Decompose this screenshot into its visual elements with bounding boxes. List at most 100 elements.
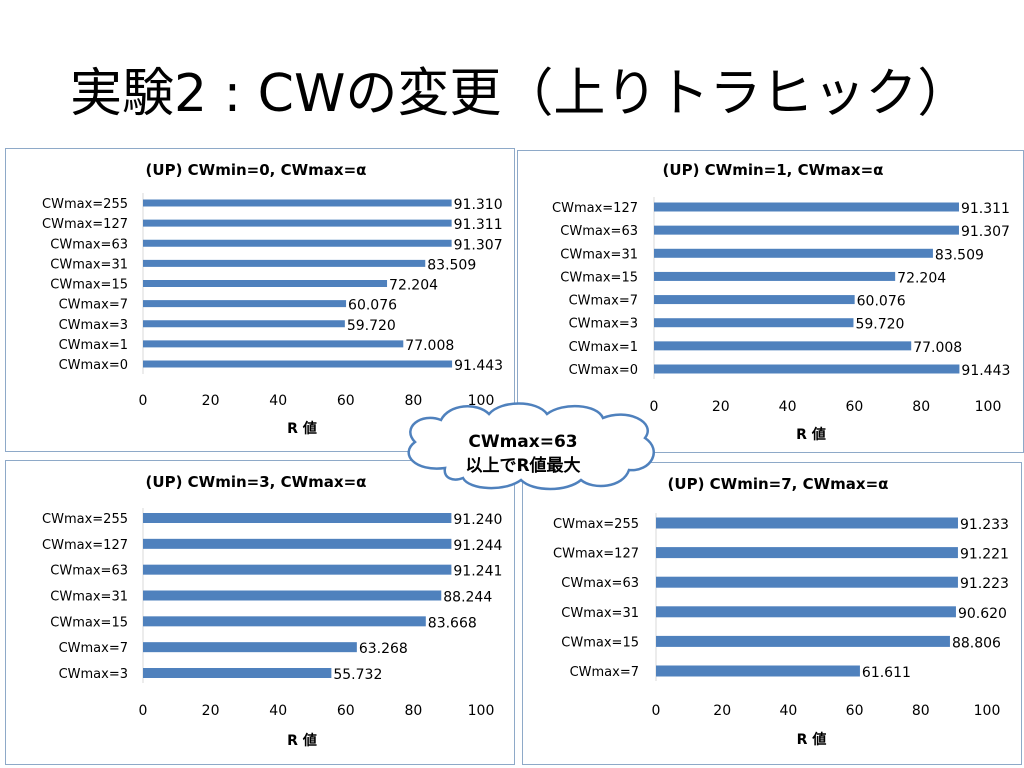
category-label: CWmax=1 <box>569 340 638 355</box>
category-label: CWmax=31 <box>50 590 128 605</box>
value-label: 91.241 <box>453 564 502 580</box>
bar <box>143 564 452 575</box>
x-tick-label: 0 <box>139 703 148 719</box>
chart-panel-cwmin-3: (UP) CWmin=3, CWmax=α 0 20 40 60 80 100 R 値 CWma… <box>5 460 515 765</box>
x-tick-label: 60 <box>846 703 864 719</box>
category-label: CWmax=0 <box>569 363 638 378</box>
bar-chart: (UP) CWmin=3, CWmax=α 0 20 40 60 80 100 R 値 CWma… <box>42 473 502 749</box>
chart-panel-cwmin-1: (UP) CWmin=1, CWmax=α 0 20 40 60 80 100 R 値 CWma… <box>517 150 1024 453</box>
x-tick-label: 80 <box>912 703 930 719</box>
value-label: 83.509 <box>427 257 476 273</box>
x-tick-label: 20 <box>202 393 220 409</box>
category-label: CWmax=127 <box>552 201 638 216</box>
category-label: CWmax=15 <box>560 270 638 285</box>
bar <box>656 547 958 559</box>
x-tick-label: 40 <box>269 393 287 409</box>
bar <box>656 576 958 588</box>
bar <box>143 300 347 308</box>
category-label: CWmax=1 <box>59 338 128 353</box>
bar <box>654 364 960 374</box>
value-label: 59.720 <box>347 318 396 334</box>
x-tick-label: 80 <box>404 703 422 719</box>
bar <box>143 642 357 653</box>
category-label: CWmax=7 <box>569 294 638 309</box>
category-label: CWmax=3 <box>59 318 128 333</box>
category-label: CWmax=31 <box>561 606 639 621</box>
category-label: CWmax=15 <box>50 278 128 293</box>
chart-title: (UP) CWmin=3, CWmax=α <box>146 473 367 491</box>
value-label: 91.221 <box>960 547 1009 563</box>
category-label: CWmax=31 <box>50 257 128 272</box>
value-label: 91.310 <box>454 197 503 213</box>
value-label: 63.268 <box>359 641 408 657</box>
category-label: CWmax=15 <box>561 635 639 650</box>
value-label: 60.076 <box>857 294 906 310</box>
bar <box>654 248 933 258</box>
x-tick-label: 80 <box>912 399 930 415</box>
category-label: CWmax=127 <box>553 547 639 562</box>
category-label: CWmax=255 <box>42 197 128 212</box>
x-tick-label: 60 <box>337 703 355 719</box>
value-label: 91.307 <box>961 224 1010 240</box>
callout-text: CWmax=63 以上でR値最大 <box>397 430 649 478</box>
slide-title: 実験2 : CWの変更（上りトラヒック） <box>70 64 970 124</box>
x-tick-label: 0 <box>650 399 659 415</box>
x-tick-label: 20 <box>712 399 730 415</box>
bar <box>654 295 855 305</box>
x-tick-label: 40 <box>269 703 287 719</box>
x-tick-label: 60 <box>845 399 863 415</box>
category-label: CWmax=7 <box>59 641 128 656</box>
value-label: 60.076 <box>348 298 397 314</box>
x-tick-label: 20 <box>202 703 220 719</box>
value-label: 91.307 <box>454 237 503 253</box>
bar <box>143 340 404 348</box>
category-label: CWmax=7 <box>570 665 639 680</box>
x-tick-label: 40 <box>779 399 797 415</box>
bar-chart: (UP) CWmin=1, CWmax=α 0 20 40 60 80 100 R 値 CWma… <box>552 161 1010 443</box>
bar <box>143 280 388 287</box>
x-axis-label: R 値 <box>797 731 827 748</box>
value-label: 77.008 <box>405 338 454 354</box>
category-label: CWmax=63 <box>50 237 128 252</box>
value-label: 91.223 <box>960 576 1009 592</box>
value-label: 91.443 <box>454 358 503 374</box>
value-label: 88.244 <box>443 590 492 606</box>
bar <box>143 360 453 368</box>
bar <box>654 341 912 351</box>
category-label: CWmax=15 <box>50 615 128 630</box>
chart-title: (UP) CWmin=1, CWmax=α <box>663 161 884 179</box>
category-label: CWmax=127 <box>42 217 128 232</box>
bar <box>143 320 345 328</box>
x-axis-label: R 値 <box>287 732 317 749</box>
bar <box>654 318 854 328</box>
chart-panel-cwmin-0: (UP) CWmin=0, CWmax=α 0 20 40 60 80 100 R 値 CWma… <box>5 148 515 452</box>
bar <box>654 271 896 281</box>
chart-title: (UP) CWmin=0, CWmax=α <box>146 161 367 179</box>
bar <box>143 199 452 207</box>
x-tick-label: 20 <box>713 703 731 719</box>
x-tick-label: 100 <box>974 703 1001 719</box>
bar-chart: (UP) CWmin=7, CWmax=α 0 20 40 60 80 100 R 値 CWma… <box>553 475 1009 748</box>
bar <box>654 225 959 235</box>
x-tick-label: 0 <box>139 393 148 409</box>
value-label: 91.244 <box>453 538 502 554</box>
category-label: CWmax=63 <box>50 564 128 579</box>
bar <box>656 635 950 647</box>
value-label: 72.204 <box>897 270 946 286</box>
value-label: 72.204 <box>389 278 438 294</box>
value-label: 91.233 <box>960 517 1009 533</box>
value-label: 83.668 <box>428 615 477 631</box>
x-tick-label: 100 <box>975 399 1002 415</box>
bar <box>656 606 956 618</box>
value-label: 59.720 <box>855 317 904 333</box>
x-axis-label: R 値 <box>287 420 317 437</box>
x-axis-label: R 値 <box>796 426 826 443</box>
bar <box>143 259 426 267</box>
chart-title: (UP) CWmin=7, CWmax=α <box>668 475 889 493</box>
category-label: CWmax=7 <box>59 298 128 313</box>
value-label: 91.311 <box>454 217 503 233</box>
category-label: CWmax=63 <box>561 576 639 591</box>
bar <box>143 239 452 247</box>
bar <box>143 538 452 549</box>
category-label: CWmax=255 <box>42 512 128 527</box>
